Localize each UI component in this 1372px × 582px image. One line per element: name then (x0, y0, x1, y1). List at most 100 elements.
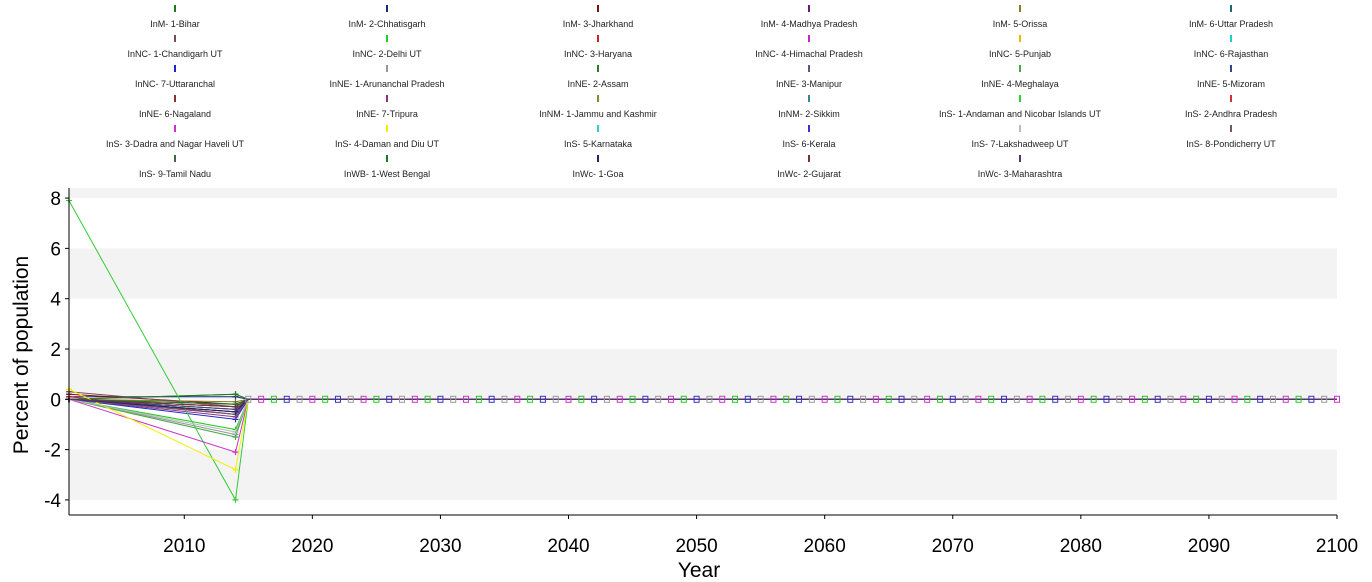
data-point (808, 395, 815, 403)
data-point (322, 395, 329, 403)
data-point (232, 434, 239, 441)
data-point (629, 395, 636, 403)
data-point (232, 466, 239, 473)
data-point (988, 395, 995, 403)
legend-label: InNE- 1-Arunanchal Pradesh (329, 79, 444, 89)
grid-band (69, 449, 1337, 500)
data-point (347, 395, 354, 403)
legend-label: InNC- 7-Uttaranchal (135, 79, 215, 89)
data-point (693, 395, 700, 403)
data-point (1257, 395, 1264, 403)
legend-entry: InWc- 2-Gujarat (777, 155, 841, 179)
data-point (924, 395, 931, 403)
data-point (552, 395, 559, 403)
data-point (1180, 395, 1187, 403)
data-point (1167, 395, 1174, 403)
legend-label: InM- 2-Chhatisgarh (348, 19, 425, 29)
legend-entry: InWc- 1-Goa (572, 155, 624, 179)
data-point (424, 395, 431, 403)
data-point (757, 395, 764, 403)
legend-entry: InS- 8-Pondicherry UT (1186, 125, 1276, 149)
data-point (232, 496, 239, 503)
legend-entry: InNE- 4-Meghalaya (981, 65, 1059, 89)
data-point (514, 395, 521, 403)
legend-label: InNC- 4-Himachal Pradesh (755, 49, 863, 59)
legend-label: InWc- 2-Gujarat (777, 169, 841, 179)
legend-entry: InS- 6-Kerala (782, 125, 836, 149)
data-point (885, 395, 892, 403)
data-point (270, 395, 277, 403)
axes: 8 6 4 2 0 -2 -4 2010 2020 2030 2040 2050 2060 2070 208… (44, 188, 1358, 557)
legend-label: InNE- 3-Manipur (776, 79, 842, 89)
legend-entry: InNE- 2-Assam (567, 65, 629, 89)
data-point (847, 395, 854, 403)
data-point (1218, 395, 1225, 403)
legend: InM- 1-Bihar InM- 2-Chhatisgarh InM- 3-Jha… (106, 5, 1277, 179)
data-point (296, 395, 303, 403)
legend-label: InS- 5-Karnataka (564, 139, 632, 149)
legend-label: InNE- 4-Meghalaya (981, 79, 1059, 89)
data-point (1026, 395, 1033, 403)
legend-entry: InNC- 6-Rajasthan (1194, 35, 1269, 59)
legend-entry: InNC- 7-Uttaranchal (135, 65, 215, 89)
data-point (642, 395, 649, 403)
data-point (1334, 395, 1340, 403)
data-point (834, 395, 841, 403)
data-point (437, 395, 444, 403)
data-point (411, 395, 418, 403)
data-point (1321, 395, 1328, 403)
data-point (860, 395, 867, 403)
data-point (578, 395, 585, 403)
legend-entry: InNC- 5-Punjab (989, 35, 1051, 59)
data-point (975, 395, 982, 403)
legend-label: InWB- 1-West Bengal (344, 169, 430, 179)
legend-label: InNE- 2-Assam (567, 79, 628, 89)
grid-band (69, 248, 1337, 299)
legend-label: InNC- 6-Rajasthan (1194, 49, 1269, 59)
data-point (1103, 395, 1110, 403)
legend-entry: InNC- 4-Himachal Pradesh (755, 35, 863, 59)
legend-label: InM- 3-Jharkhand (563, 19, 634, 29)
grid-band (69, 188, 1337, 199)
data-point (719, 395, 726, 403)
legend-entry: InNC- 1-Chandigarh UT (127, 35, 223, 59)
legend-entry: InM- 1-Bihar (150, 5, 200, 29)
data-point (488, 395, 495, 403)
data-point (309, 395, 316, 403)
grid-band (69, 348, 1337, 400)
data-point (1141, 395, 1148, 403)
legend-entry: InNE- 6-Nagaland (139, 95, 211, 119)
x-tick-label: 2070 (932, 536, 974, 557)
legend-entry: InS- 2-Andhra Pradesh (1185, 95, 1277, 119)
legend-label: InM- 5-Orissa (993, 19, 1048, 29)
data-point (386, 395, 393, 403)
data-point (1282, 395, 1289, 403)
data-point (1116, 395, 1123, 403)
legend-label: InNE- 5-Mizoram (1197, 79, 1265, 89)
data-point (1231, 395, 1238, 403)
data-point (655, 395, 662, 403)
series-lines (66, 197, 1340, 503)
legend-entry: InNE- 1-Arunanchal Pradesh (329, 65, 445, 89)
legend-entry: InNE- 3-Manipur (776, 65, 842, 89)
data-point (616, 395, 623, 403)
data-point (475, 395, 482, 403)
legend-entry: InS- 9-Tamil Nadu (139, 155, 211, 179)
data-point (936, 395, 943, 403)
legend-label: InNE- 6-Nagaland (139, 109, 211, 119)
legend-label: InS- 1-Andaman and Nicobar Islands UT (939, 109, 1102, 119)
data-point (680, 395, 687, 403)
legend-entry: InNM- 1-Jammu and Kashmir (539, 95, 657, 119)
data-point (1129, 395, 1136, 403)
data-point (565, 395, 572, 403)
data-point (539, 395, 546, 403)
x-tick-label: 2030 (419, 536, 461, 557)
legend-entry: InNE- 5-Mizoram (1197, 65, 1265, 89)
plot-background (69, 188, 1337, 515)
y-tick-label: 6 (50, 239, 61, 260)
legend-entry: InM- 6-Uttar Pradesh (1189, 5, 1273, 29)
legend-entry: InM- 4-Madhya Pradesh (761, 5, 857, 29)
legend-entry: InM- 3-Jharkhand (563, 5, 634, 29)
data-point (1308, 395, 1315, 403)
data-point (821, 395, 828, 403)
